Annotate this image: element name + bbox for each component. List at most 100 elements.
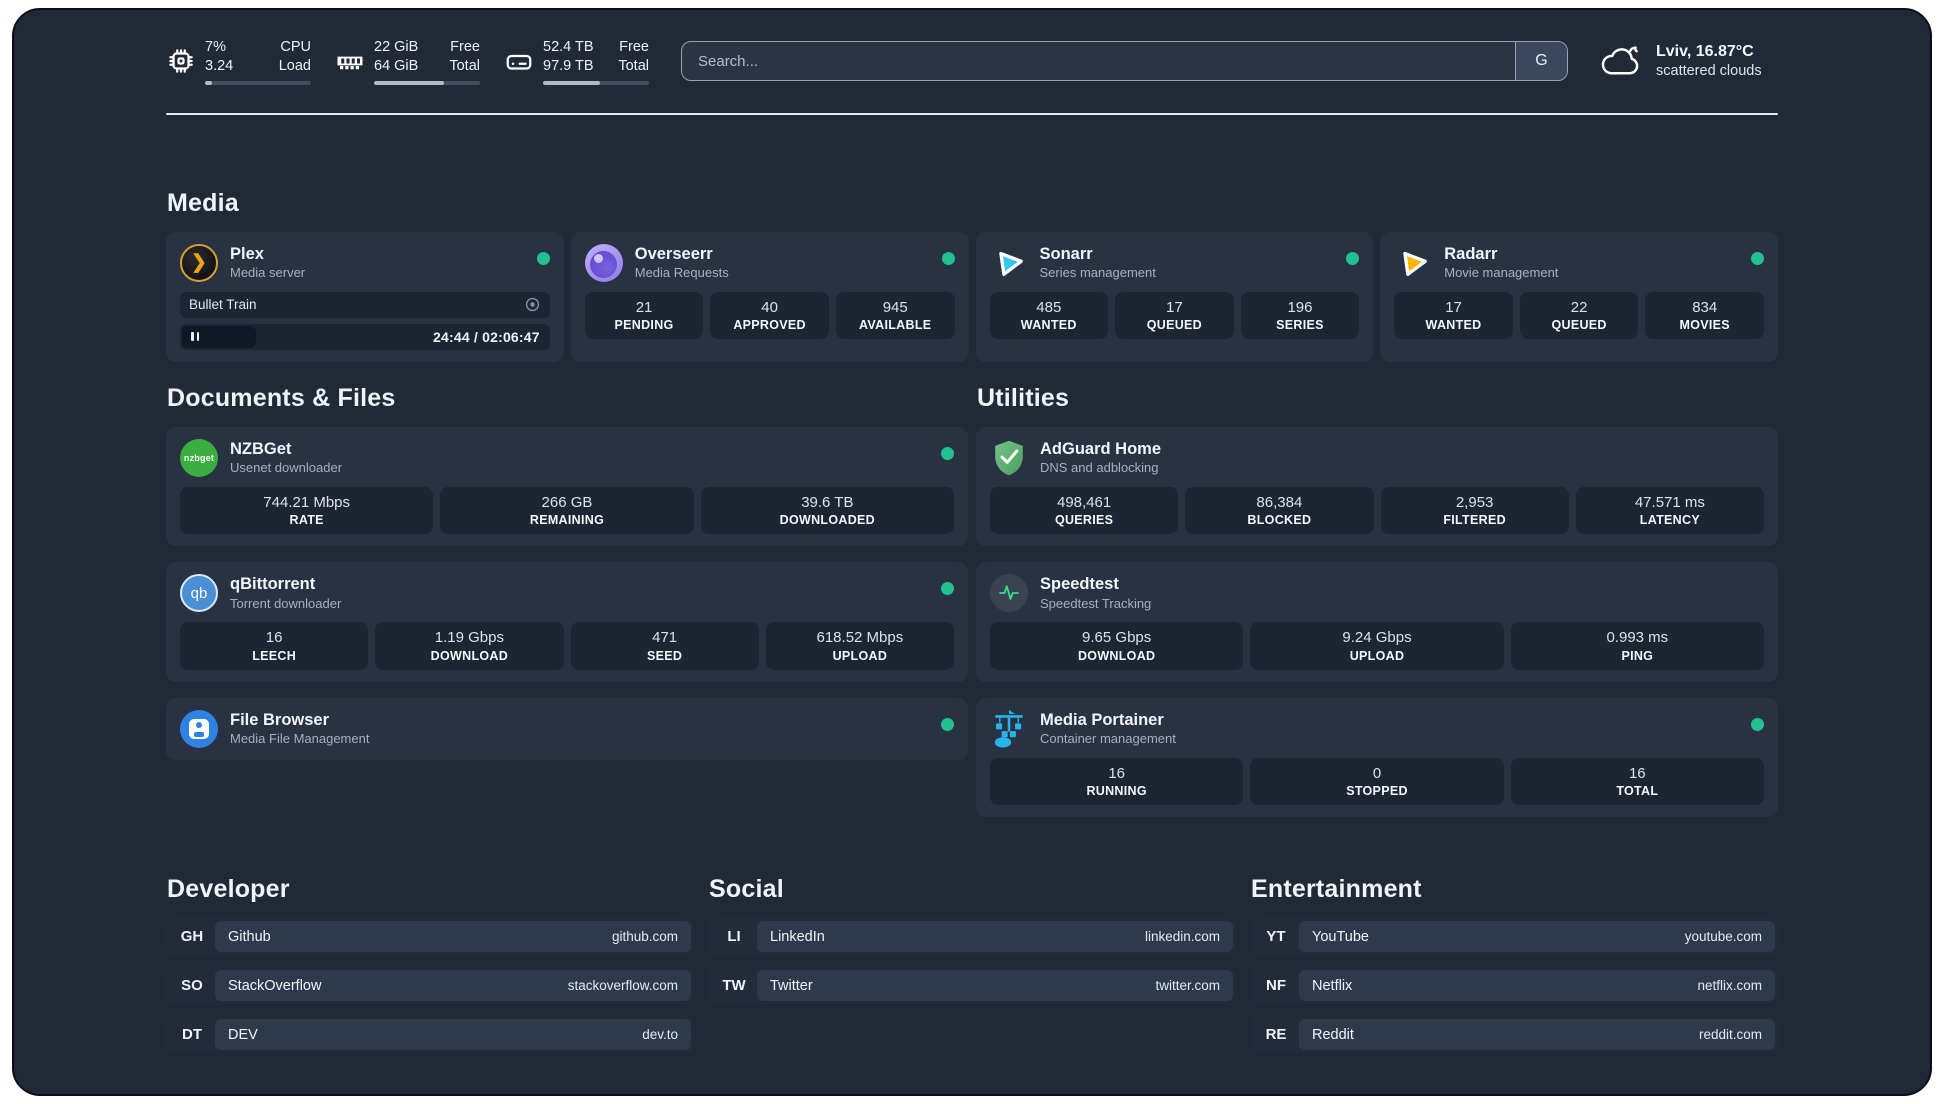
app-name: Radarr: [1444, 244, 1498, 263]
bookmark-url: dev.to: [642, 1027, 678, 1043]
section-title-developer: Developer: [167, 875, 290, 904]
portainer-icon: [994, 709, 1023, 748]
session-icon: [525, 298, 539, 312]
playback-time: 24:44 / 02:06:47: [433, 328, 540, 345]
disk-progress-fill: [543, 80, 601, 85]
memory-free: 22 GiB: [374, 39, 419, 55]
section-title-entertainment: Entertainment: [1251, 875, 1422, 904]
cpu-icon: [169, 49, 193, 74]
app-card-adguard[interactable]: AdGuard Home DNS and adblocking 498,461 Q…: [976, 426, 1778, 547]
bookmark-abbr: LI: [727, 928, 741, 946]
stat-box: 2,953 FILTERED: [1380, 486, 1569, 535]
bookmark-url: twitter.com: [1155, 978, 1220, 994]
status-indicator: [536, 251, 550, 265]
stat-box: 0.993 ms PING: [1510, 622, 1764, 670]
search-input[interactable]: [682, 42, 1515, 81]
app-card-plex[interactable]: ❯ Plex Media server Bullet Train: [166, 231, 564, 362]
disk-icon: [506, 55, 532, 70]
weather-location-temp: Lviv, 16.87°C: [1656, 42, 1754, 60]
adguard-icon: [995, 440, 1023, 475]
section-entertainment: Entertainment YT YouTube youtube.com NF N…: [1250, 875, 1778, 1054]
stat-box: 86,384 BLOCKED: [1185, 486, 1374, 535]
stat-box: 21 PENDING: [584, 291, 704, 340]
stat-box: 9.65 Gbps DOWNLOAD: [990, 622, 1244, 670]
stat-box: 471 SEED: [570, 622, 759, 670]
section-documents: Documents & Files nzbget NZBGet Usenet d…: [166, 384, 968, 818]
bookmark-twitter[interactable]: TW Twitter twitter.com: [708, 967, 1236, 1005]
app-card-overseerr[interactable]: Overseerr Media Requests 21 PENDING 40 APP…: [570, 231, 969, 362]
app-card-speedtest[interactable]: Speedtest Speedtest Tracking 9.65 Gbps DO…: [976, 562, 1778, 682]
filebrowser-icon: [180, 709, 218, 748]
bookmark-name: Github: [228, 928, 271, 945]
bookmark-youtube[interactable]: YT YouTube youtube.com: [1250, 918, 1778, 956]
stat-box: 39.6 TB DOWNLOADED: [700, 486, 954, 535]
app-name: qBittorrent: [230, 575, 316, 594]
stat-box: 485 WANTED: [989, 291, 1109, 340]
bookmark-abbr: YT: [1266, 928, 1286, 946]
bookmark-abbr: RE: [1265, 1026, 1287, 1044]
playback-progressbar[interactable]: 24:44 / 02:06:47: [180, 323, 550, 350]
app-card-nzbget[interactable]: nzbget NZBGet Usenet downloader 744.21 M…: [166, 426, 968, 547]
status-indicator: [941, 717, 954, 731]
bookmark-url: netflix.com: [1697, 978, 1762, 994]
app-name: NZBGet: [230, 439, 292, 458]
stat-box: 16 LEECH: [180, 622, 369, 670]
memory-progressbar: [374, 80, 480, 85]
app-card-sonarr[interactable]: Sonarr Series management 485 WANTED 17 QUE…: [975, 231, 1374, 362]
stat-box: 16 TOTAL: [1510, 757, 1764, 806]
memory-stat: 22 GiB 64 GiB Free Total: [335, 38, 480, 85]
app-name: Sonarr: [1039, 244, 1093, 263]
section-title-media: Media: [167, 188, 239, 217]
section-media: Media ❯ Plex Media server Bullet Train: [166, 189, 1778, 362]
app-name: Plex: [230, 244, 264, 263]
stat-box: 498,461 QUERIES: [990, 486, 1179, 535]
app-name: Overseerr: [634, 244, 713, 263]
bookmark-abbr: NF: [1266, 977, 1286, 995]
now-playing-title: Bullet Train: [189, 297, 257, 313]
app-card-portainer[interactable]: Media Portainer Container management 16 R…: [976, 697, 1778, 818]
stat-box: 618.52 Mbps UPLOAD: [765, 622, 954, 670]
playback-progress-fill: [182, 325, 256, 348]
stat-box: 40 APPROVED: [710, 291, 829, 340]
app-name: Speedtest: [1040, 575, 1119, 594]
sonarr-icon: [998, 251, 1023, 276]
bookmark-abbr: TW: [722, 977, 746, 995]
cpu-progressbar: [205, 80, 311, 85]
bookmark-url: youtube.com: [1684, 929, 1762, 945]
status-indicator: [1751, 251, 1764, 265]
app-description: Usenet downloader: [230, 460, 343, 476]
system-stats: 7% 3.24 CPU Load 22 GiB 64 GiB: [166, 38, 649, 85]
search-engine-button[interactable]: G: [1515, 42, 1567, 81]
bookmark-name: Twitter: [770, 977, 813, 994]
app-card-filebrowser[interactable]: File Browser Media File Management: [166, 697, 968, 760]
bookmark-abbr: GH: [180, 928, 204, 946]
cloud-icon: [1601, 46, 1639, 75]
app-description: Container management: [1040, 731, 1176, 747]
status-indicator: [1346, 251, 1360, 265]
app-description: Torrent downloader: [230, 595, 342, 611]
overseerr-icon: [584, 243, 623, 282]
bookmark-url: linkedin.com: [1144, 929, 1220, 945]
app-card-radarr[interactable]: Radarr Movie management 17 WANTED 22 QUEUE…: [1380, 231, 1778, 362]
bookmark-dev[interactable]: DT DEV dev.to: [166, 1016, 694, 1054]
bookmark-stackoverflow[interactable]: SO StackOverflow stackoverflow.com: [166, 967, 694, 1005]
status-indicator: [1751, 717, 1764, 731]
qbittorrent-icon: qb: [180, 574, 218, 613]
header-divider: [166, 112, 1778, 115]
bookmark-reddit[interactable]: RE Reddit reddit.com: [1250, 1016, 1778, 1054]
bookmark-netflix[interactable]: NF Netflix netflix.com: [1250, 967, 1778, 1005]
weather-widget[interactable]: Lviv, 16.87°C scattered clouds: [1600, 42, 1778, 82]
app-description: Media Requests: [634, 265, 729, 281]
bookmark-linkedin[interactable]: LI LinkedIn linkedin.com: [708, 918, 1236, 956]
stat-box: 1.19 Gbps DOWNLOAD: [375, 622, 564, 670]
section-developer: Developer GH Github github.com SO StackOv…: [166, 875, 694, 1054]
app-card-qbittorrent[interactable]: qb qBittorrent Torrent downloader 16 LEEC…: [166, 562, 968, 682]
app-name: Media Portainer: [1040, 710, 1164, 729]
section-social: Social LI LinkedIn linkedin.com TW Twitte…: [708, 875, 1236, 1053]
app-name: AdGuard Home: [1040, 439, 1162, 458]
bookmark-github[interactable]: GH Github github.com: [166, 918, 694, 956]
pause-icon: [191, 332, 194, 342]
bookmark-url: github.com: [611, 929, 678, 945]
stat-box: 9.24 Gbps UPLOAD: [1250, 622, 1504, 670]
disk-progressbar: [543, 80, 649, 85]
